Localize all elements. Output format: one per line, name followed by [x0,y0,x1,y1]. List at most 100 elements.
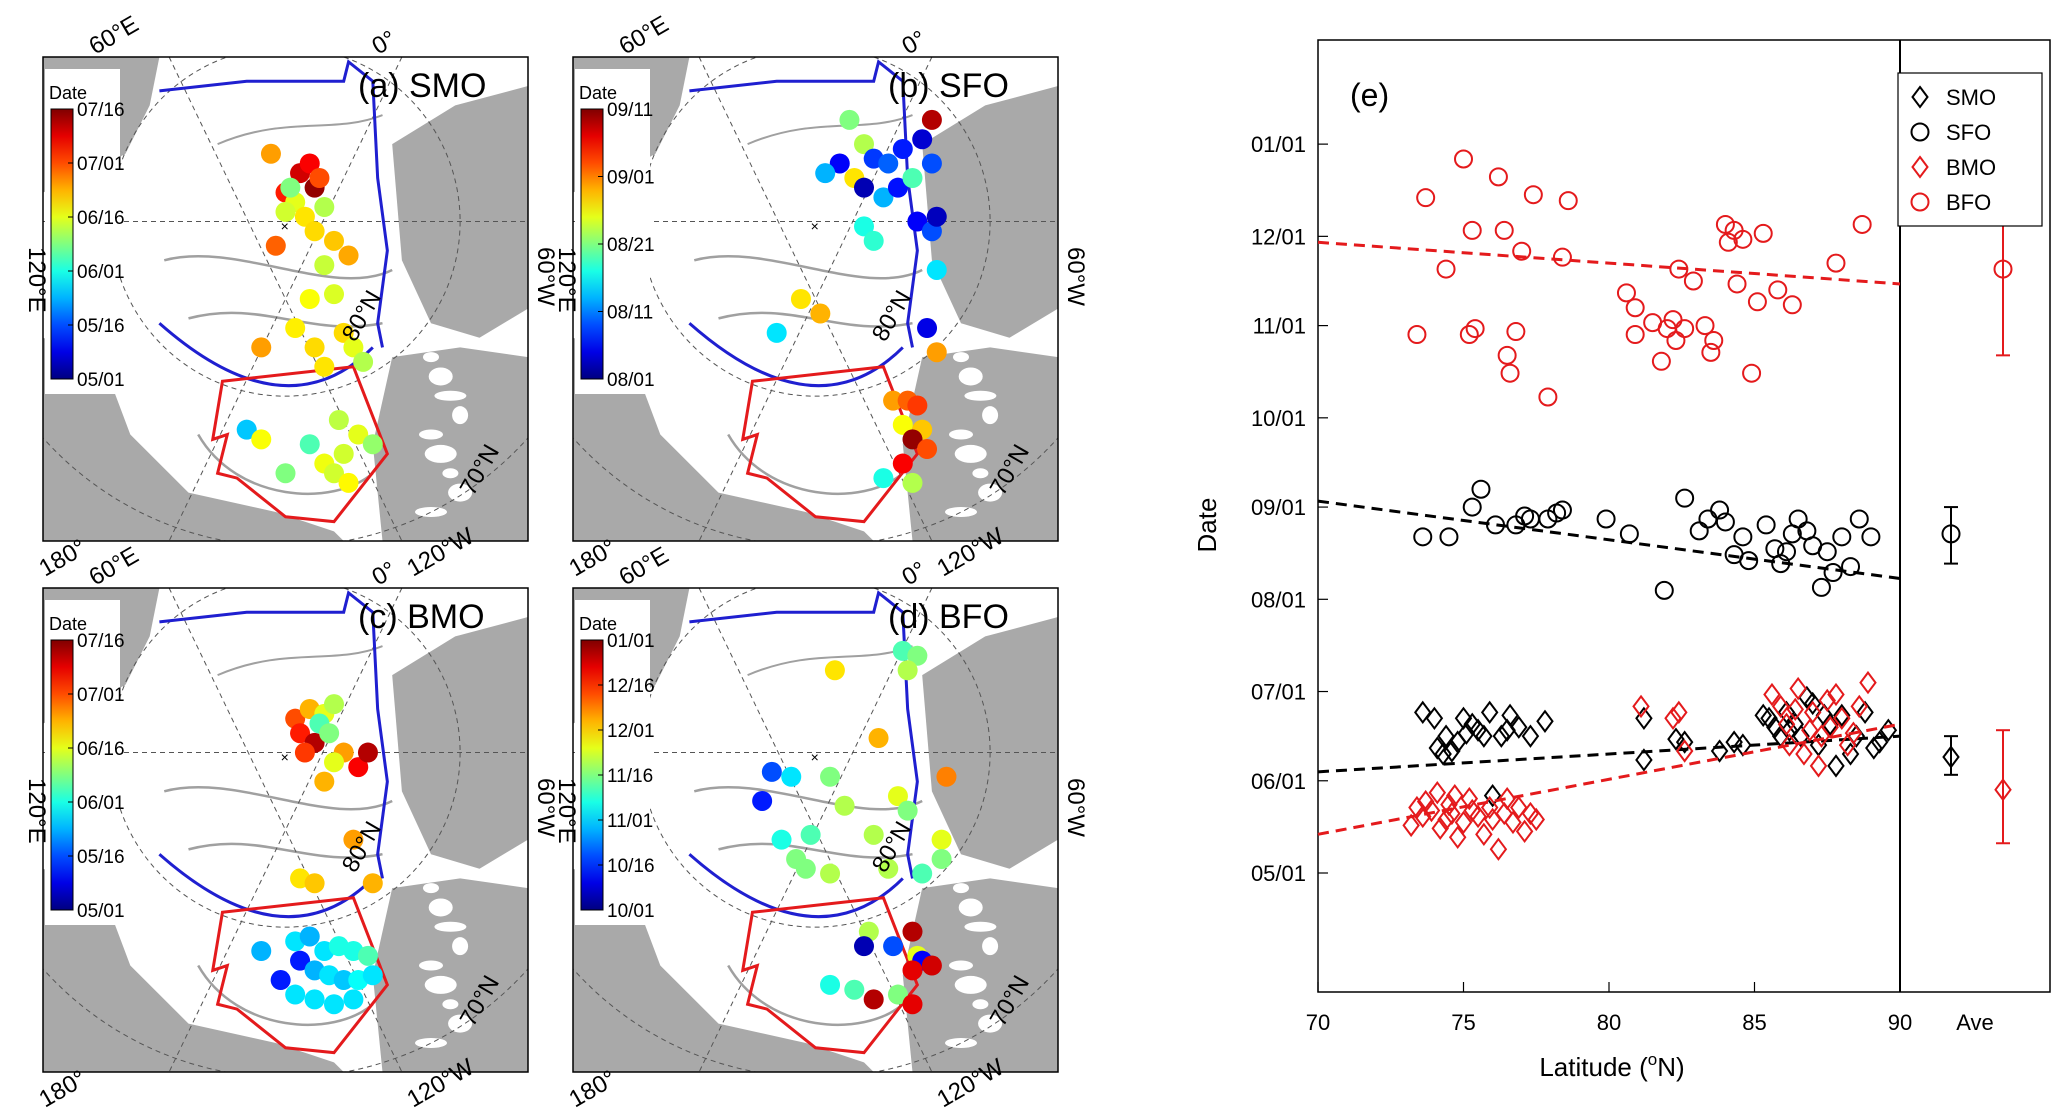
colorbar-tick-label: 08/01 [607,370,655,391]
station-point [897,800,918,821]
data-point [1425,706,1444,730]
station-point [362,873,383,894]
data-point [1844,721,1863,745]
sea-channel [428,898,453,917]
colorbar-tick-label: 06/01 [77,262,125,283]
sea-channel [442,468,459,479]
data-point [1414,804,1432,829]
colorbar-tick-label: 09/01 [607,168,655,189]
data-point [1454,810,1473,835]
scatter-chart-e: 05/01 06/01 07/01 08/01 09/01 10/01 11/01 12/01… [1192,39,2051,1082]
station-point [314,197,335,218]
data-point [1443,739,1461,763]
average-point [1941,524,1961,544]
data-point [1500,363,1520,383]
sea-channel [964,390,997,401]
sea-channel [415,506,447,517]
land-siberia [43,337,344,541]
data-point [1817,542,1837,562]
station-point [275,463,296,484]
contour-line [163,786,393,811]
data-point [1510,715,1528,739]
data-point [1803,700,1822,725]
grid-label-60e: 60°E [615,11,674,61]
data-point [1552,247,1572,267]
land-siberia [573,868,874,1072]
station-point [324,752,344,773]
pole-mark: × [281,218,289,234]
station-point [294,206,315,227]
grid-label-120e: 120°E [553,247,580,313]
contour-line [718,842,913,859]
station-point [902,960,923,981]
land-greenland [392,86,528,338]
contour-line [217,645,383,677]
x-axis-title: Latitude (oN) [1539,1050,1684,1082]
station-point [863,989,884,1010]
contour-line [217,114,383,146]
colorbar-tick-label: 12/01 [607,721,655,742]
data-point [1492,724,1511,748]
station-point [338,245,359,266]
colorbar-title: Date [49,614,87,634]
grid-label-60w: 60°W [532,247,559,306]
data-point [1818,688,1836,713]
data-point [1625,298,1645,318]
sea-channel [958,898,983,917]
sea-channel [424,444,457,463]
sea-channel [423,352,439,363]
colorbar-tick-label: 11/01 [607,811,653,832]
data-point [1596,509,1616,529]
data-point [1469,804,1487,829]
sea-channel [972,468,989,479]
station-point [926,206,947,227]
station-point [343,337,364,358]
station-point [897,660,918,681]
station-point [752,790,773,811]
sea-channel [972,999,989,1010]
station-point [917,439,938,460]
map-frame [42,56,529,542]
contour-line [188,311,383,328]
station-point [353,351,374,372]
colorbar-title: Date [579,83,617,103]
data-point [1506,322,1526,342]
station-point [290,950,311,971]
station-point [324,463,344,484]
data-point [1811,577,1831,597]
sea-channel [954,975,987,994]
land-greenland [922,617,1058,869]
station-point [926,259,947,280]
data-point [1448,825,1467,849]
land-canada [372,347,528,541]
panel-label: (a) SMO [358,67,486,105]
data-point [1632,694,1650,719]
data-point [1501,703,1519,727]
data-point [1413,527,1433,547]
station-point [260,143,281,164]
data-point [1753,223,1773,243]
station-point [887,984,908,1005]
data-point [1454,149,1473,169]
station-point [907,395,928,416]
station-point [820,974,841,995]
station-point [357,945,378,966]
colorbar-tick-label: 08/11 [607,303,653,324]
sea-channel [423,883,439,894]
average-point [1942,745,1960,769]
y-tick-label: 09/01 [1251,495,1306,520]
data-point [1488,167,1508,187]
data-point [1462,220,1482,240]
sea-channel [415,1037,447,1048]
station-point [333,443,354,464]
station-point [810,303,831,324]
sea-channel [945,1037,977,1048]
land-siberia [573,337,874,541]
data-point [1504,810,1522,835]
land-canada [902,347,1058,541]
map-content: × [43,588,528,1072]
station-point [275,201,296,222]
data-point [1480,795,1499,820]
map-frame [42,587,529,1073]
data-point [1865,736,1883,760]
